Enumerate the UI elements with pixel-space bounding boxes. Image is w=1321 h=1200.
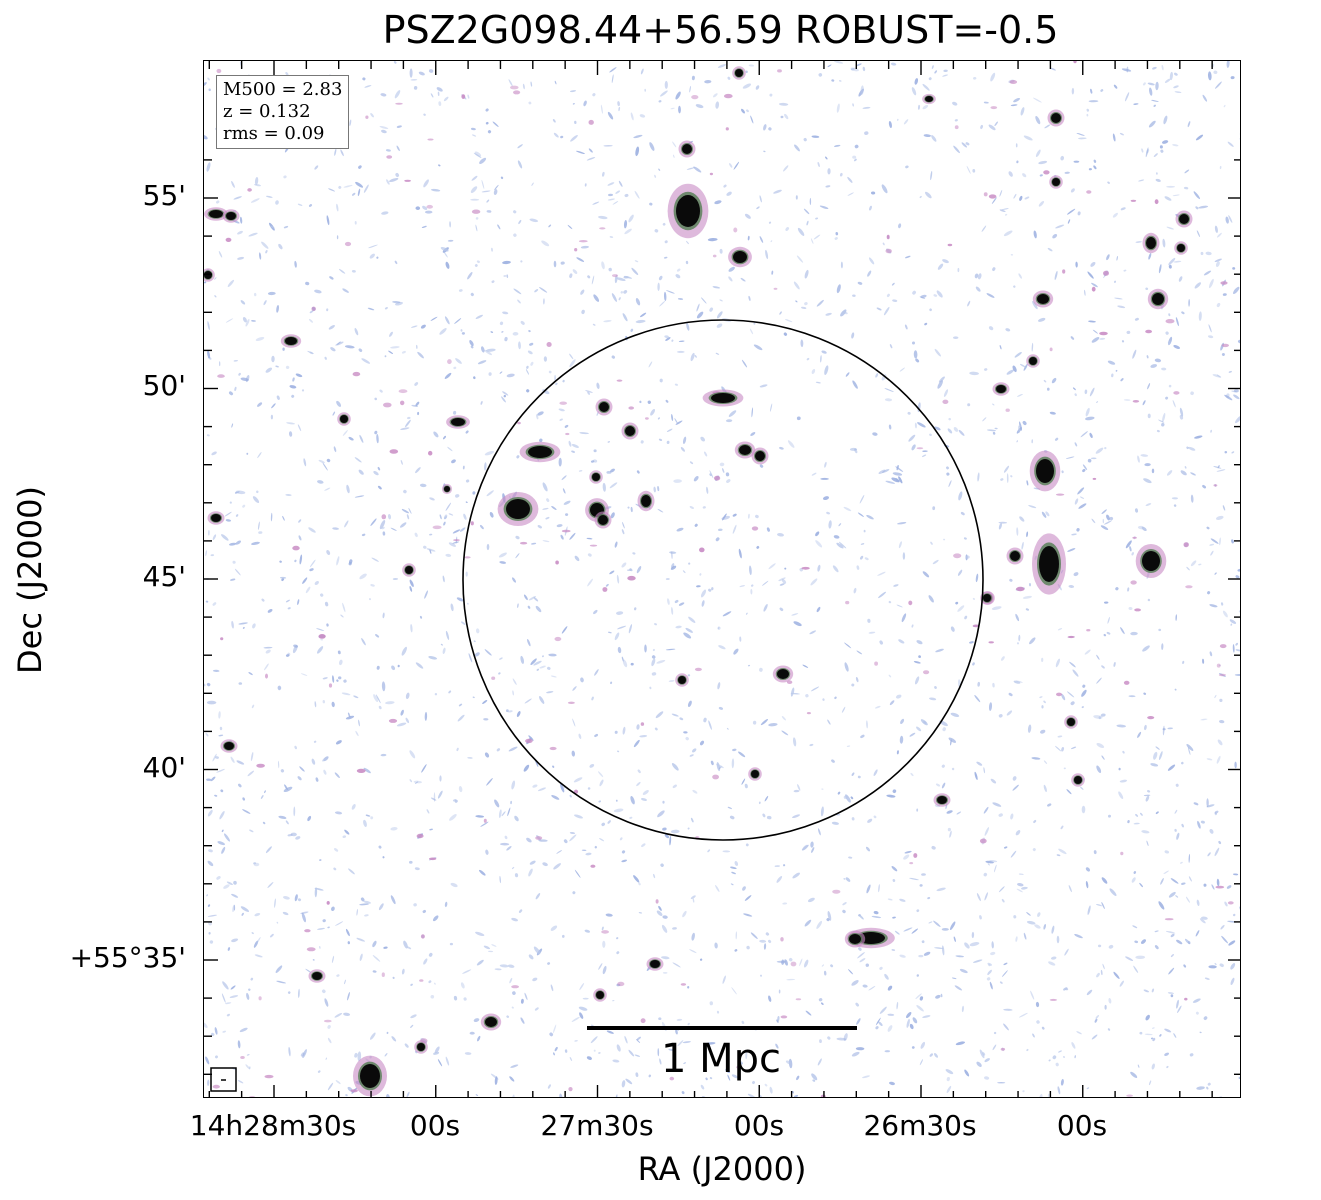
y-tick-label: 40' [142,751,186,784]
axis-ticks [204,61,1240,1097]
plot-title: PSZ2G098.44+56.59 ROBUST=-0.5 [382,8,1059,52]
x-tick-label: 00s [1056,1109,1108,1142]
info-box: M500 = 2.83 z = 0.132 rms = 0.09 [216,75,350,149]
m500-label: M500 = 2.83 [223,79,343,100]
y-tick-label: 45' [142,560,186,593]
scale-bar-label: 1 Mpc [660,1036,782,1082]
radio-image-panel [203,60,1241,1098]
x-tick-label: 00s [409,1109,461,1142]
beam-box [210,1067,237,1092]
x-axis-label: RA (J2000) [637,1150,807,1188]
y-tick-label: 50' [142,369,186,402]
x-tick-label: 00s [733,1109,785,1142]
y-axis-label: Dec (J2000) [11,486,49,674]
y-tick-label: +55°35' [69,941,186,974]
radio-image [204,61,1240,1097]
noise-texture [204,61,1240,1097]
y-tick-label: 55' [142,179,186,212]
redshift-label: z = 0.132 [223,101,311,122]
x-tick-label: 27m30s [540,1109,654,1142]
x-tick-label: 26m30s [863,1109,977,1142]
rms-label: rms = 0.09 [223,123,325,144]
x-tick-label: 14h28m30s [189,1109,357,1142]
radio-sources [204,66,1193,1097]
r500-circle [462,319,984,841]
